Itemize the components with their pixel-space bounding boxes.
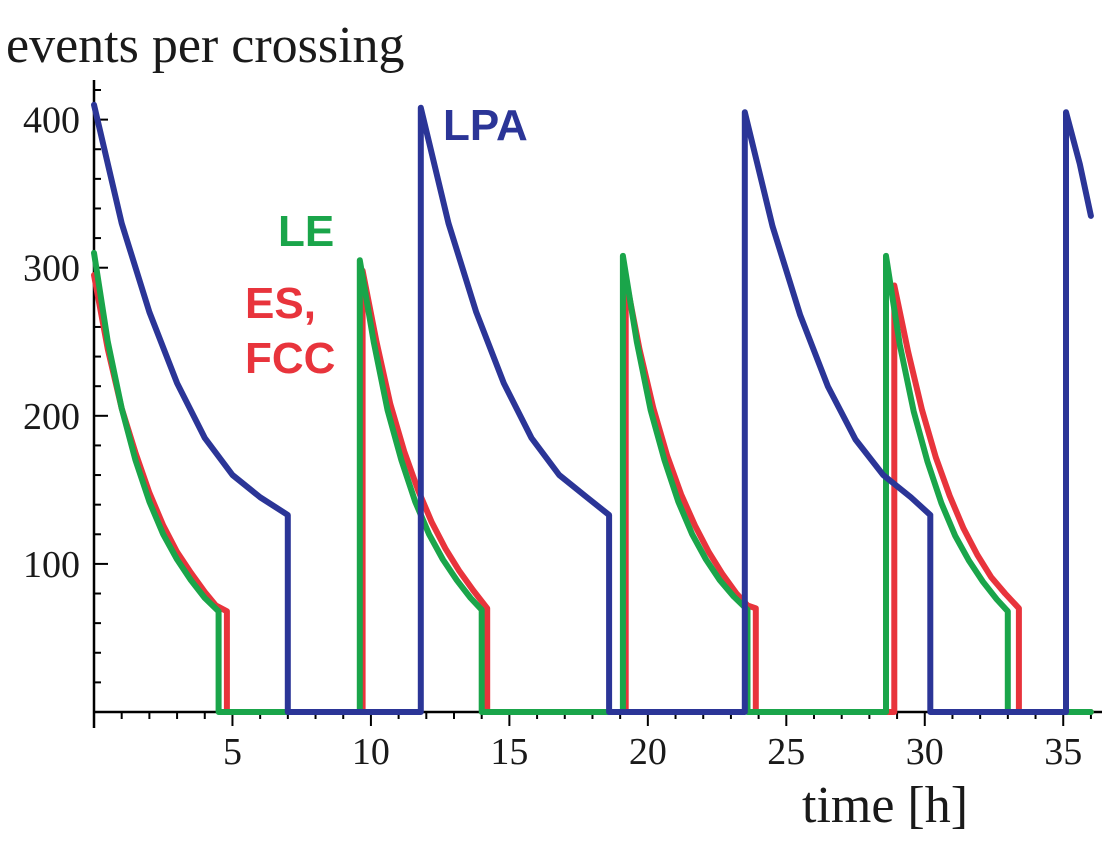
x-tick-label: 20 [629,731,667,773]
series-label: ES, [245,279,316,328]
y-tick-label: 200 [23,396,80,438]
series-label: LE [278,207,334,256]
y-axis-label: events per crossing [6,17,405,74]
series-label: FCC [245,334,335,383]
x-axis-label: time [h] [802,777,968,834]
axes: 5 10 15 20 25 30 35 100 200 300 400 [23,80,1102,773]
x-tick-label: 10 [352,731,390,773]
series-label: LPA [443,101,528,150]
series-line-le [91,249,1094,715]
x-tick-label: 30 [906,731,944,773]
x-tick-label: 25 [767,731,805,773]
x-tick-label: 15 [490,731,528,773]
series-line-lpa [91,101,1094,715]
y-tick-label: 400 [23,100,80,142]
y-tick-label: 100 [23,544,80,586]
y-tick-label: 300 [23,248,80,290]
series-labels: ES, FCC LE LPA [245,101,528,383]
series-layer [91,101,1094,715]
x-tick-label: 35 [1044,731,1082,773]
series-line-es-fcc [91,267,1094,715]
x-tick-label: 5 [223,731,242,773]
